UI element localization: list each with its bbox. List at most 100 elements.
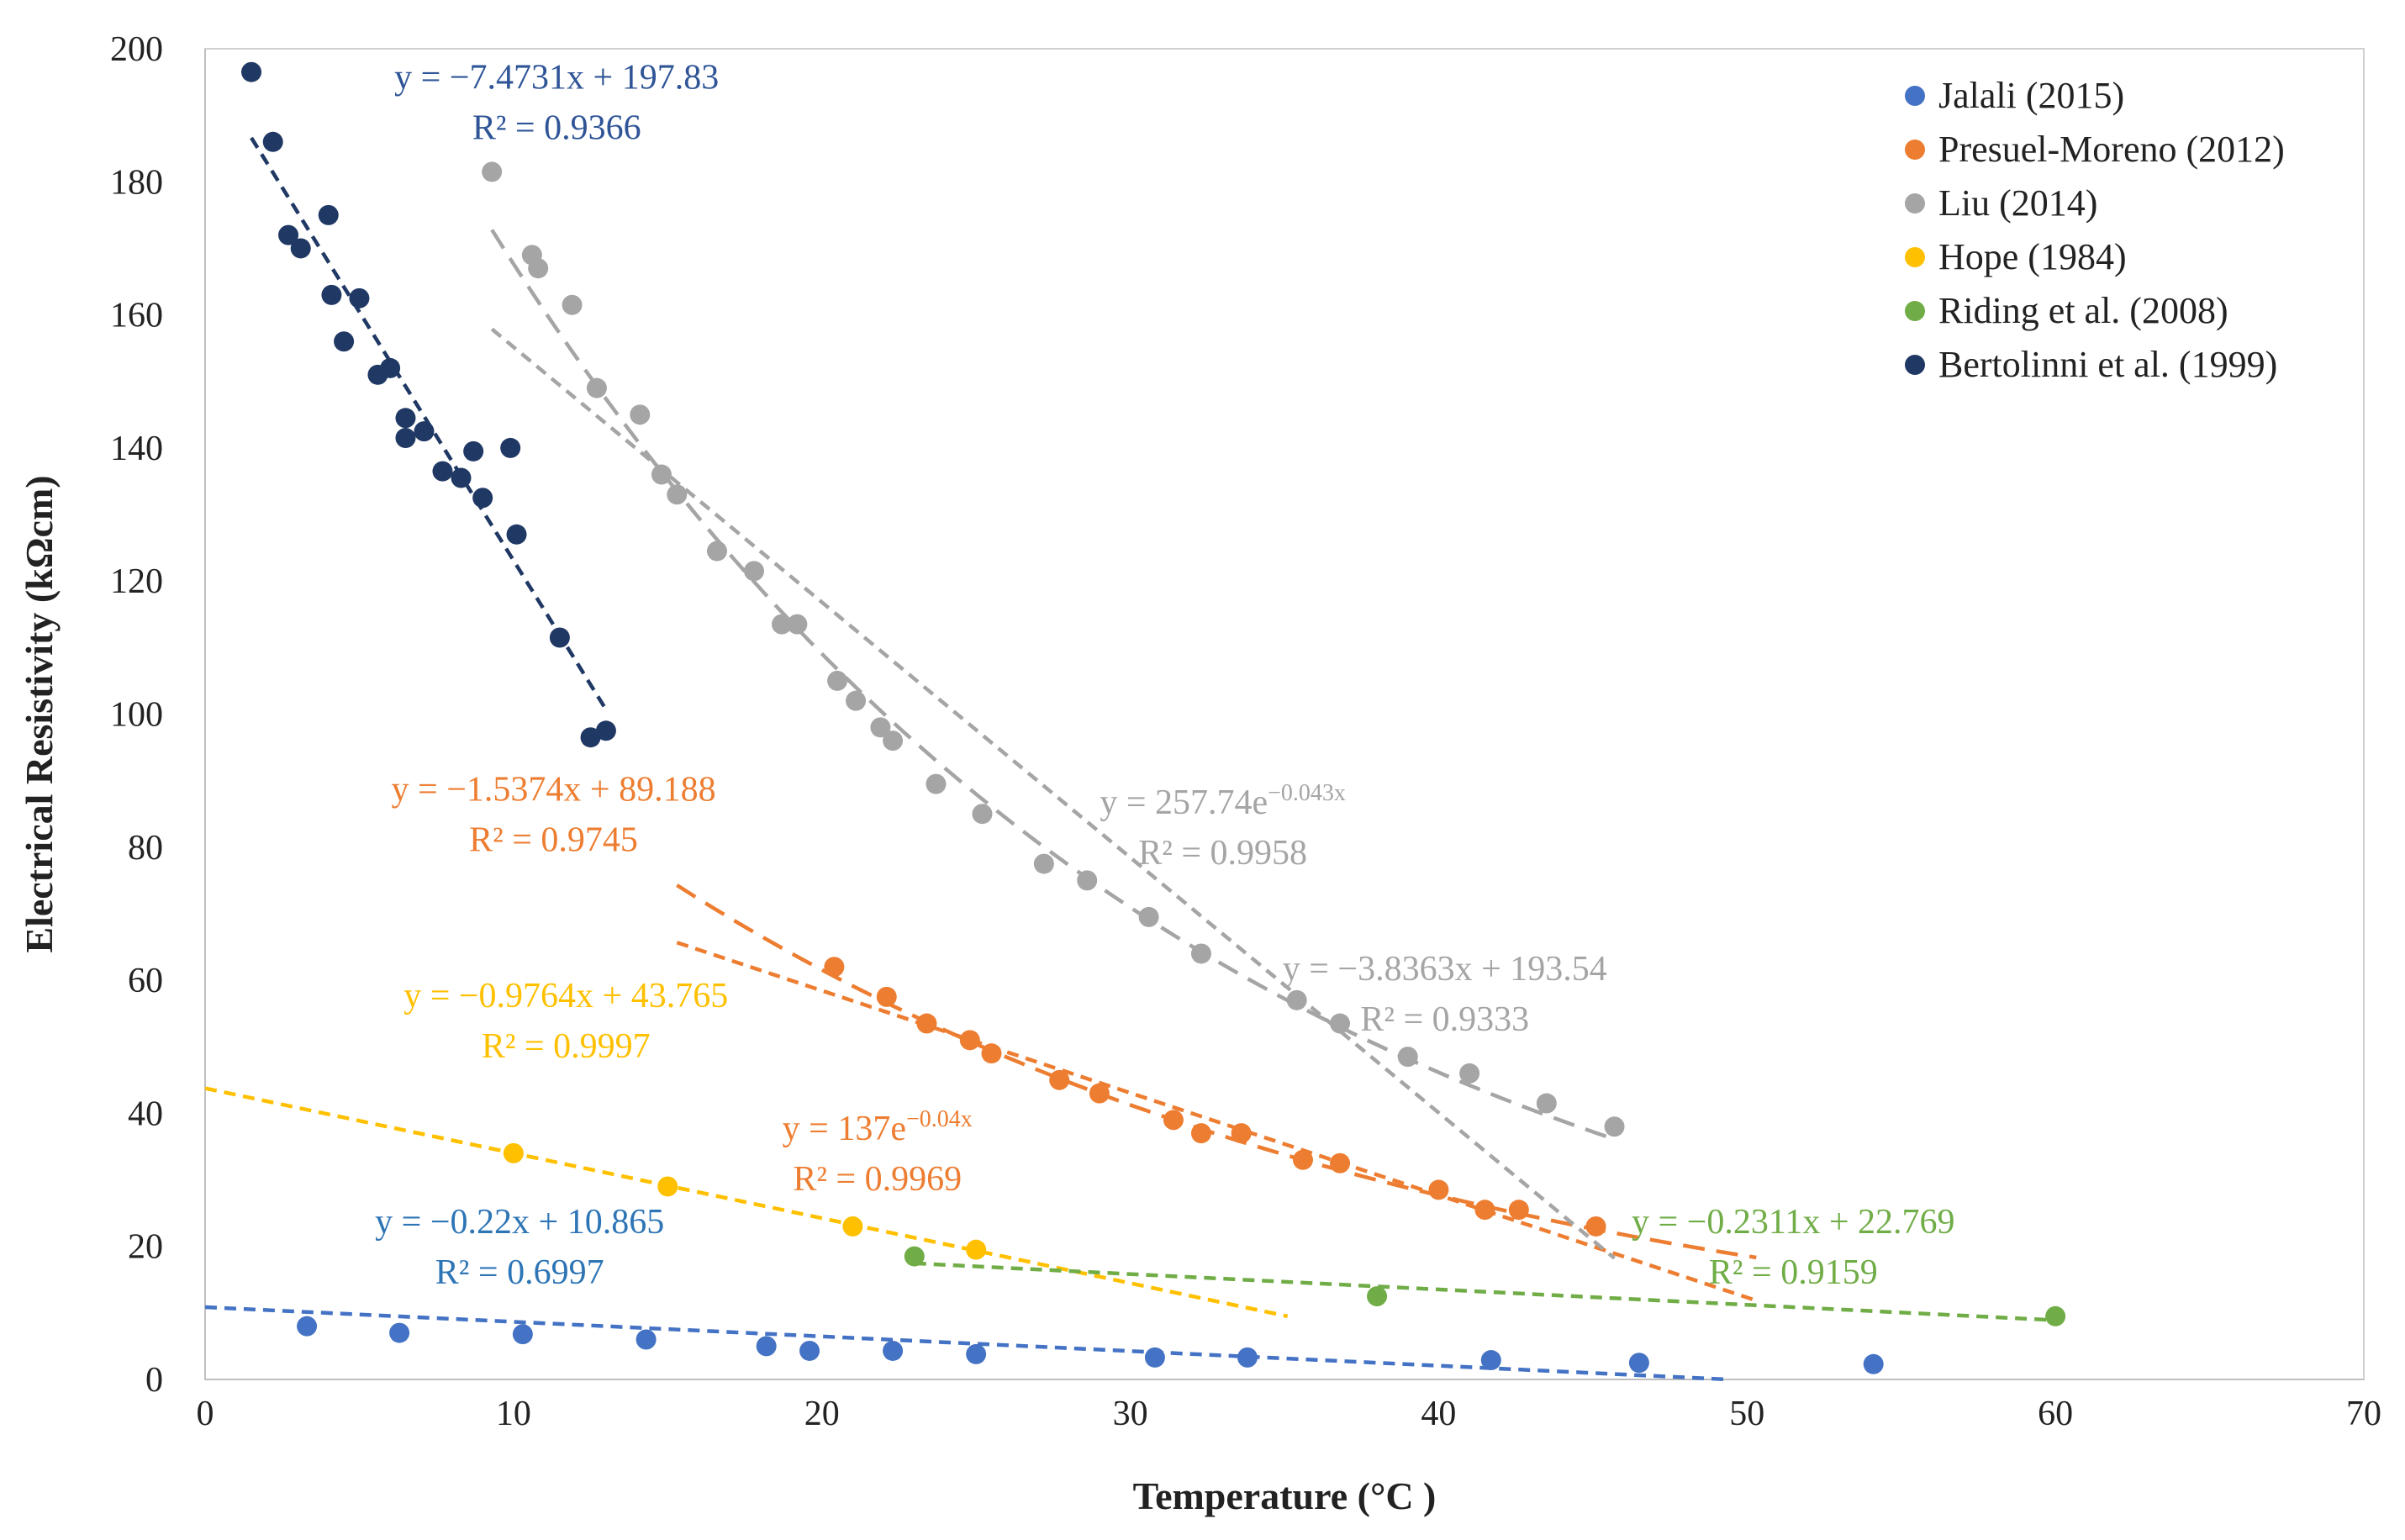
y-tick-label: 100 (110, 696, 163, 735)
trendline-equation: y = −7.4731x + 197.83 (394, 58, 719, 97)
data-point (1293, 1149, 1314, 1170)
trendline-r2: R² = 0.9745 (469, 820, 638, 859)
data-point (799, 1340, 820, 1361)
x-axis-title: Temperature (°C ) (1133, 1474, 1437, 1517)
trendline-r2: R² = 0.9159 (1709, 1253, 1878, 1292)
data-point (1397, 1047, 1418, 1068)
trendline-r2: R² = 0.9958 (1138, 834, 1307, 873)
data-point (334, 331, 355, 352)
data-point (512, 1324, 533, 1345)
data-point (1367, 1286, 1388, 1307)
legend-marker (1905, 355, 1925, 375)
data-point (1163, 1110, 1184, 1131)
data-points (241, 61, 2066, 1374)
data-point (870, 717, 891, 738)
data-point (981, 1043, 1002, 1064)
equation-exponent: −0.04x (906, 1106, 973, 1132)
equation-base: y = 257.74e (1100, 783, 1268, 822)
data-point (482, 161, 503, 182)
data-point (432, 461, 453, 482)
legend-label: Hope (1984) (1938, 236, 2127, 277)
trendline-equation: y = 257.74e−0.043x (1100, 780, 1346, 822)
y-axis-title: Electrical Resistivity (kΩcm) (18, 475, 61, 952)
data-point (846, 690, 867, 711)
data-point (528, 258, 549, 279)
data-point (1237, 1347, 1258, 1368)
data-point (883, 730, 904, 752)
data-point (876, 986, 897, 1007)
data-point (1474, 1200, 1495, 1221)
data-point (842, 1216, 863, 1237)
data-point (1089, 1083, 1110, 1104)
equation-base: y = 137e (783, 1110, 906, 1148)
legend-label: Liu (2014) (1938, 182, 2097, 224)
x-tick-label: 40 (1421, 1395, 1456, 1433)
trendline-equation: y = 137e−0.04x (783, 1106, 973, 1148)
data-point (580, 727, 601, 748)
trendline-equation: y = −0.9764x + 43.765 (403, 977, 728, 1015)
data-point (262, 131, 283, 152)
trendline-r2: R² = 0.9969 (793, 1160, 962, 1199)
data-point (1286, 989, 1307, 1010)
legend-marker (1905, 247, 1925, 267)
trendline-r2: R² = 0.6997 (435, 1253, 604, 1292)
data-point (667, 484, 688, 505)
data-point (503, 1142, 524, 1163)
data-point (636, 1329, 657, 1350)
data-point (1585, 1216, 1606, 1237)
trendline-r2: R² = 0.9997 (482, 1027, 651, 1066)
data-point (595, 720, 616, 741)
data-point (463, 440, 484, 461)
data-point (1033, 853, 1054, 874)
legend-marker (1905, 301, 1925, 321)
data-point (1536, 1093, 1557, 1114)
data-point (318, 204, 339, 225)
legend-marker (1905, 86, 1925, 106)
trendline-1-1 (676, 883, 1757, 1260)
data-point (472, 488, 493, 509)
trendline-labels: y = −0.22x + 10.865 R² = 0.6997 y = −1.537… (375, 58, 1954, 1291)
x-tick-label: 30 (1113, 1395, 1148, 1433)
trendline-4-0 (914, 1261, 2056, 1322)
data-point (972, 804, 993, 825)
data-point (1231, 1123, 1252, 1144)
data-point (651, 464, 672, 485)
data-point (562, 294, 583, 315)
data-point (657, 1176, 678, 1197)
y-tick-label: 40 (128, 1094, 163, 1133)
y-tick-label: 180 (110, 163, 163, 202)
data-point (1190, 943, 1211, 964)
axes: 0 10 20 30 40 50 60 70 0 20 40 60 80 100 120 140 160 180 2… (110, 30, 2381, 1433)
y-tick-label: 20 (128, 1228, 163, 1267)
data-point (1604, 1116, 1625, 1137)
data-point (756, 1336, 777, 1357)
x-tick-label: 60 (2038, 1395, 2073, 1433)
data-point (787, 614, 808, 635)
data-point (824, 957, 845, 978)
data-point (1459, 1063, 1480, 1084)
legend-marker (1905, 193, 1925, 214)
trendline-equation: y = −0.22x + 10.865 (375, 1203, 664, 1242)
data-point (549, 627, 570, 648)
data-point (1330, 1152, 1351, 1173)
legend: Jalali (2015) Presuel-Moreno (2012) Liu (2… (1905, 75, 2285, 385)
data-point (586, 377, 607, 398)
y-tick-label: 0 (145, 1361, 163, 1400)
legend-marker (1905, 140, 1925, 160)
data-point (290, 238, 311, 259)
trendline-2-0 (490, 327, 1616, 1260)
data-point (630, 404, 651, 425)
data-point (1049, 1069, 1070, 1090)
data-point (926, 773, 947, 794)
x-tick-label: 70 (2346, 1395, 2381, 1433)
data-point (1863, 1353, 1884, 1374)
legend-label: Presuel-Moreno (2012) (1938, 129, 2285, 170)
data-point (883, 1340, 904, 1361)
equation-exponent: −0.043x (1268, 780, 1346, 806)
data-point (1428, 1179, 1449, 1200)
y-tick-label: 160 (110, 297, 163, 335)
x-tick-label: 0 (197, 1395, 214, 1433)
data-point (966, 1343, 987, 1364)
data-point (1330, 1013, 1351, 1034)
